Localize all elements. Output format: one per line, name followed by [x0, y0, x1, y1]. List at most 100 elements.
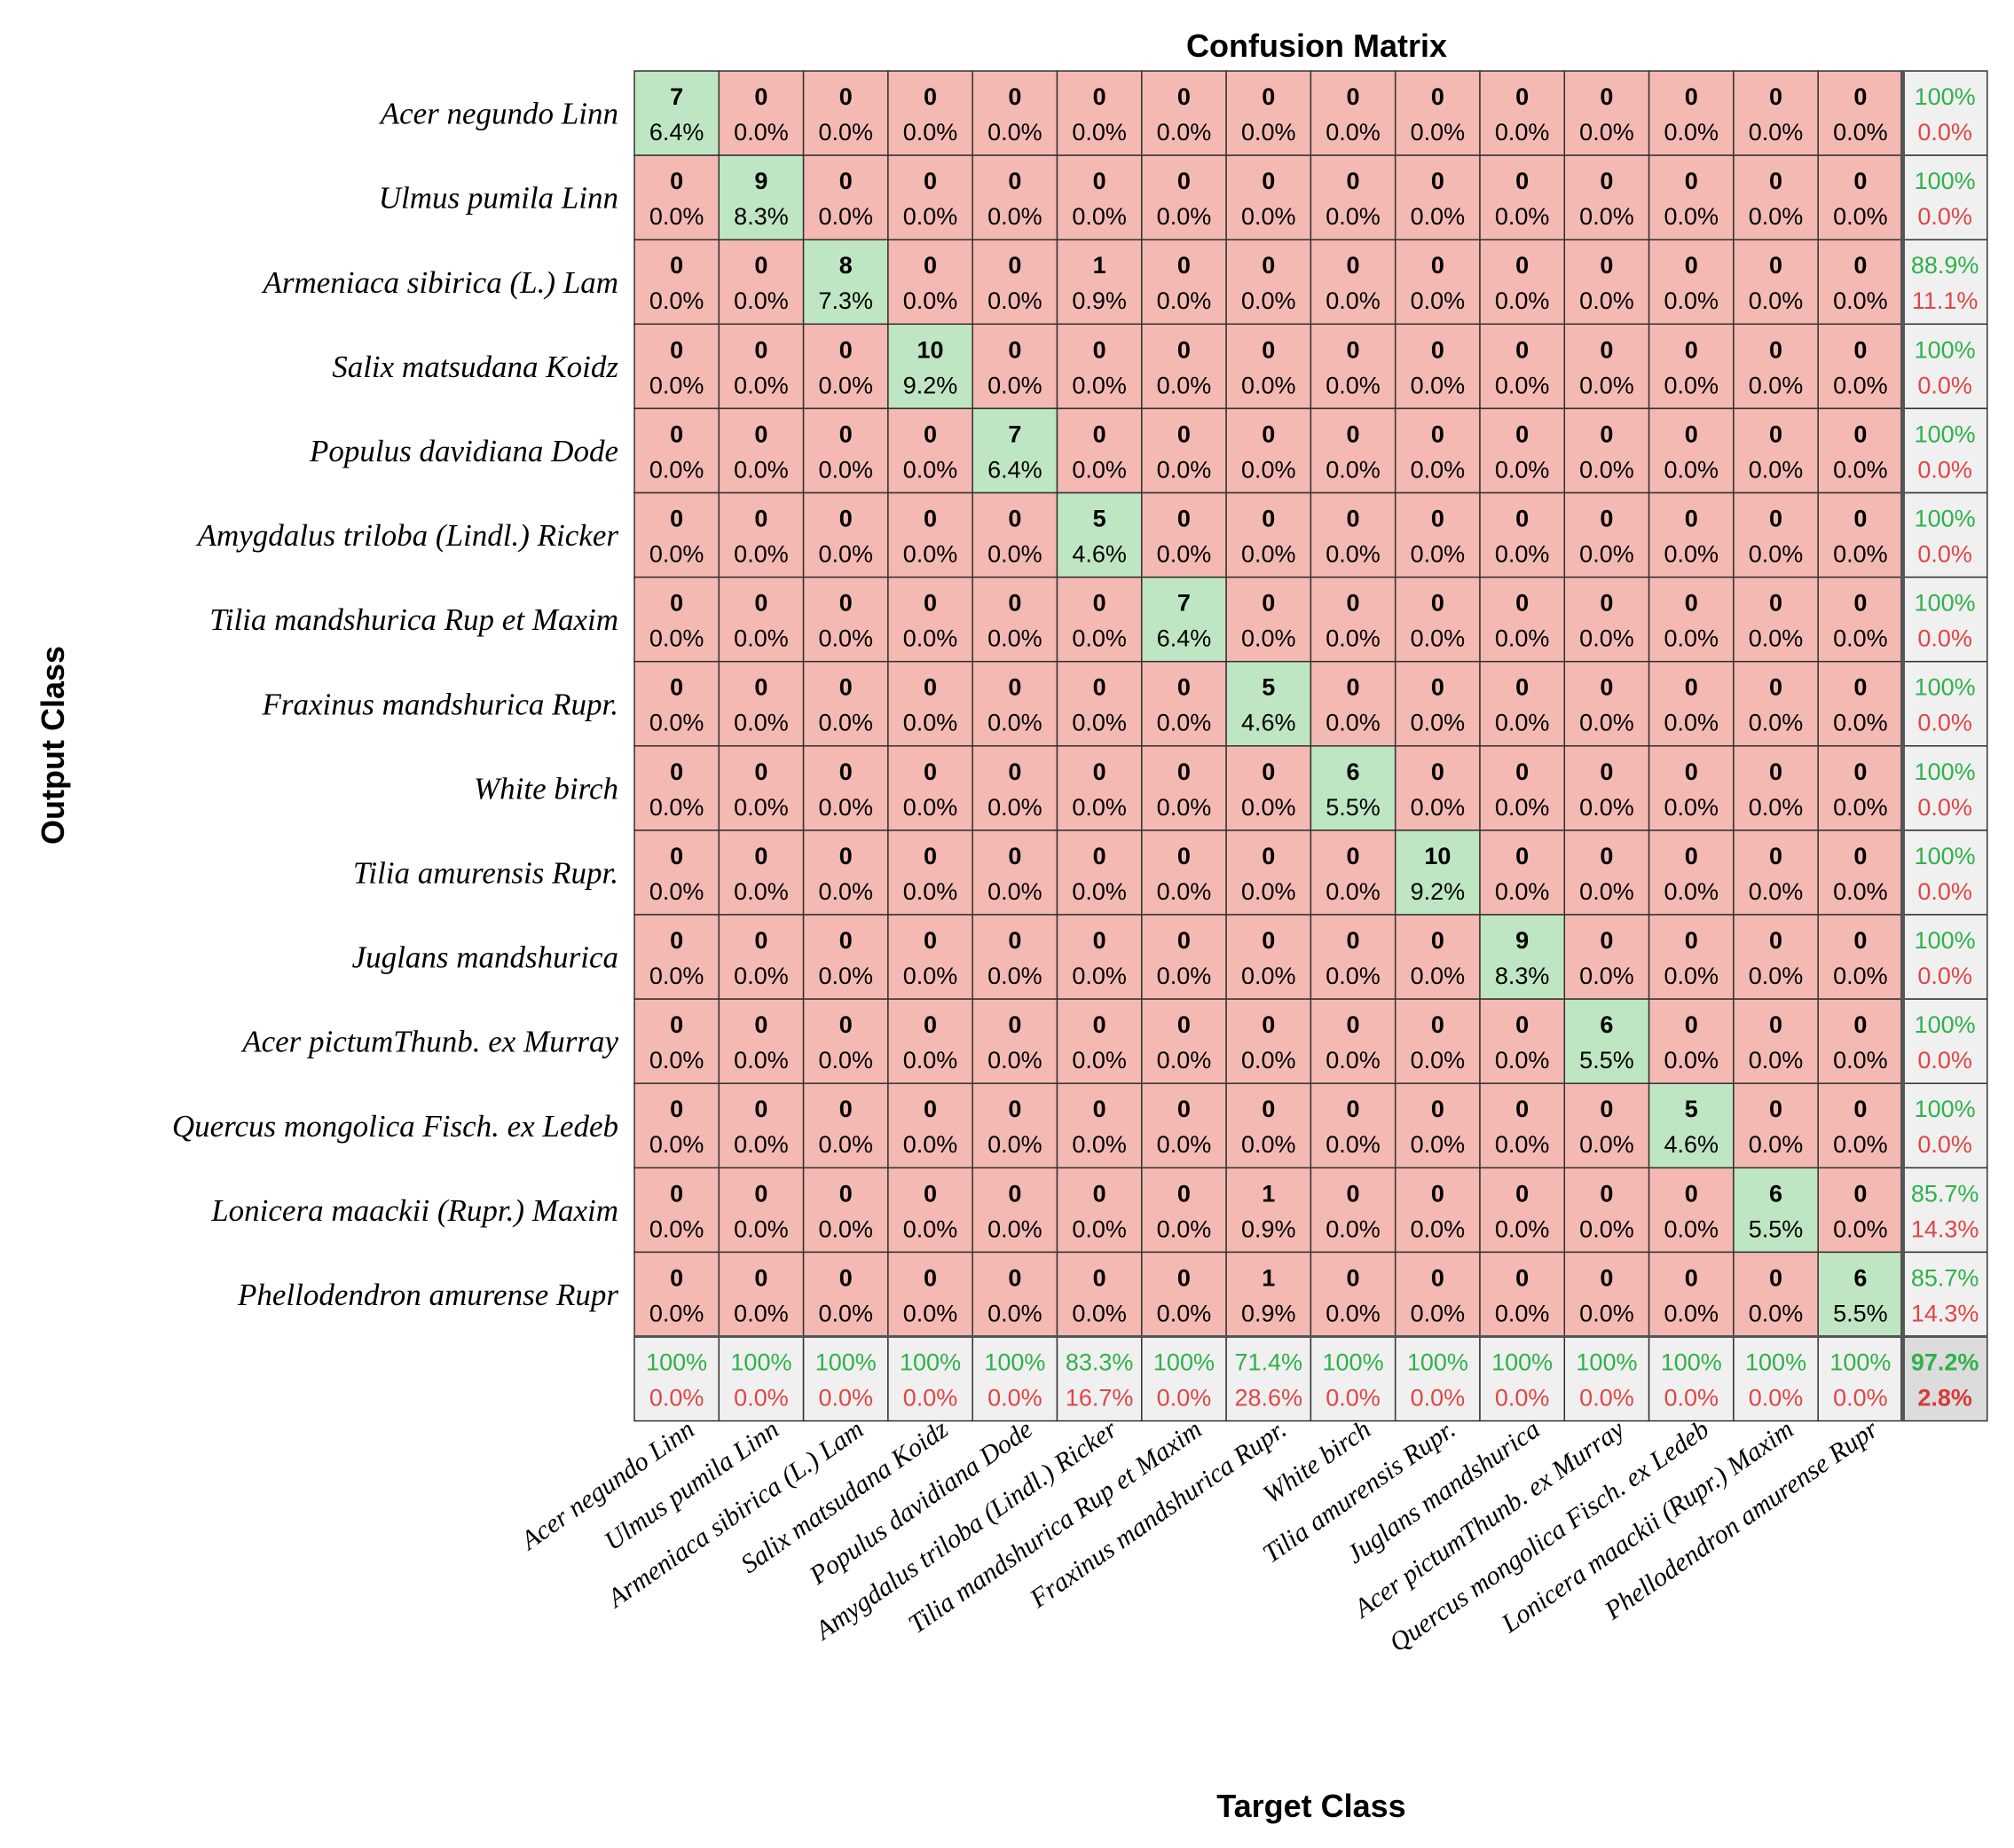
cell-percent: 0.0%	[1326, 372, 1381, 398]
matrix-cell	[1394, 998, 1481, 1084]
column-summary-error: 0.0%	[818, 1385, 873, 1412]
matrix-cell	[802, 1251, 889, 1338]
cell-percent: 0.0%	[1664, 287, 1719, 314]
matrix-cell	[1479, 830, 1566, 916]
cell-count: 0	[1515, 506, 1529, 532]
row-summary-cell	[1901, 830, 1988, 916]
cell-percent: 0.0%	[1579, 1215, 1634, 1242]
matrix-cell	[1056, 491, 1143, 578]
matrix-cell	[1733, 914, 1819, 1000]
cell-count: 0	[1769, 927, 1782, 954]
cell-count: 0	[754, 1096, 767, 1122]
cell-percent: 0.0%	[1749, 541, 1804, 568]
cell-count: 10	[917, 336, 944, 363]
cell-percent: 0.0%	[1072, 710, 1127, 736]
matrix-cell	[1310, 830, 1396, 916]
matrix-cell	[887, 491, 973, 578]
cell-count: 0	[1177, 843, 1191, 869]
matrix-cell	[1394, 491, 1481, 578]
matrix-cell	[1479, 914, 1566, 1000]
cell-count: 0	[754, 759, 767, 785]
row-summary-error: 0.0%	[1917, 625, 1972, 652]
cell-count: 0	[1177, 506, 1191, 532]
matrix-cell	[972, 998, 1058, 1084]
cell-percent: 0.0%	[1495, 710, 1550, 736]
cell-percent: 0.0%	[903, 456, 958, 483]
cell-count: 0	[1685, 843, 1698, 869]
matrix-cell	[718, 576, 805, 663]
cell-count: 0	[839, 421, 853, 447]
cell-percent: 0.0%	[1241, 625, 1296, 652]
column-summary-error: 0.0%	[649, 1385, 704, 1412]
matrix-cell	[802, 323, 889, 410]
cell-count: 0	[1853, 590, 1867, 617]
cell-percent: 0.0%	[903, 878, 958, 905]
cell-percent: 0.0%	[649, 456, 704, 483]
matrix-cell	[802, 491, 889, 578]
column-summary-error: 0.0%	[1411, 1385, 1466, 1412]
cell-count: 0	[754, 336, 767, 363]
matrix-cell	[1225, 660, 1312, 747]
cell-count: 0	[1515, 1180, 1529, 1207]
overall-accuracy-cell	[1901, 1335, 1988, 1422]
cell-percent: 0.0%	[1495, 1131, 1550, 1158]
cell-count: 0	[1431, 674, 1444, 701]
cell-count: 0	[924, 1096, 937, 1122]
cell-percent: 0.0%	[649, 541, 704, 568]
cell-count: 0	[1177, 759, 1191, 785]
matrix-cell	[1648, 1167, 1735, 1254]
matrix-cell	[1563, 407, 1650, 494]
matrix-cell	[718, 660, 805, 747]
cell-percent: 4.6%	[1664, 1131, 1719, 1158]
cell-count: 0	[1600, 83, 1613, 110]
cell-count: 0	[754, 252, 767, 279]
matrix-cell	[972, 323, 1058, 410]
matrix-cell	[1056, 1251, 1143, 1338]
cell-count: 0	[1177, 1096, 1191, 1122]
cell-percent: 0.0%	[903, 287, 958, 314]
cell-count: 0	[1008, 1264, 1021, 1291]
matrix-cell	[1817, 323, 1904, 410]
cell-percent: 0.0%	[1664, 1215, 1719, 1242]
cell-percent: 0.0%	[987, 710, 1042, 736]
cell-percent: 0.0%	[1579, 878, 1634, 905]
cell-percent: 0.0%	[1749, 1131, 1804, 1158]
cell-count: 0	[1685, 1264, 1698, 1291]
cell-percent: 0.0%	[1579, 1300, 1634, 1326]
cell-percent: 0.0%	[1579, 287, 1634, 314]
cell-count: 5	[1685, 1096, 1698, 1122]
matrix-cell	[1225, 745, 1312, 831]
cell-count: 0	[1853, 1180, 1867, 1207]
cell-percent: 0.0%	[1664, 625, 1719, 652]
cell-percent: 0.0%	[987, 878, 1042, 905]
cell-percent: 0.0%	[1579, 541, 1634, 568]
cell-count: 0	[1177, 252, 1191, 279]
matrix-cell	[1648, 745, 1735, 831]
cell-count: 0	[1431, 506, 1444, 532]
column-summary-correct: 100%	[1576, 1349, 1637, 1376]
matrix-cell	[1141, 1167, 1227, 1254]
column-summary-error: 0.0%	[987, 1385, 1042, 1412]
matrix-cell	[1733, 745, 1819, 831]
cell-percent: 0.0%	[649, 287, 704, 314]
matrix-cell	[633, 154, 720, 240]
cell-percent: 8.3%	[1495, 963, 1550, 989]
cell-count: 0	[754, 590, 767, 617]
cell-percent: 0.0%	[1326, 1300, 1381, 1326]
cell-percent: 0.0%	[1664, 203, 1719, 230]
cell-percent: 0.0%	[818, 1047, 873, 1073]
cell-percent: 0.0%	[1157, 710, 1212, 736]
cell-percent: 0.0%	[734, 878, 789, 905]
cell-percent: 0.0%	[1664, 710, 1719, 736]
cell-percent: 0.0%	[1241, 456, 1296, 483]
cell-count: 0	[1853, 421, 1867, 447]
column-summary-correct: 100%	[815, 1349, 877, 1376]
matrix-cell	[1056, 154, 1143, 240]
cell-count: 0	[670, 252, 683, 279]
cell-count: 0	[1685, 1011, 1698, 1038]
cell-percent: 0.0%	[649, 1131, 704, 1158]
matrix-cell	[1733, 1082, 1819, 1169]
cell-percent: 0.0%	[734, 119, 789, 145]
cell-count: 9	[1515, 927, 1529, 954]
cell-percent: 0.0%	[1749, 794, 1804, 821]
